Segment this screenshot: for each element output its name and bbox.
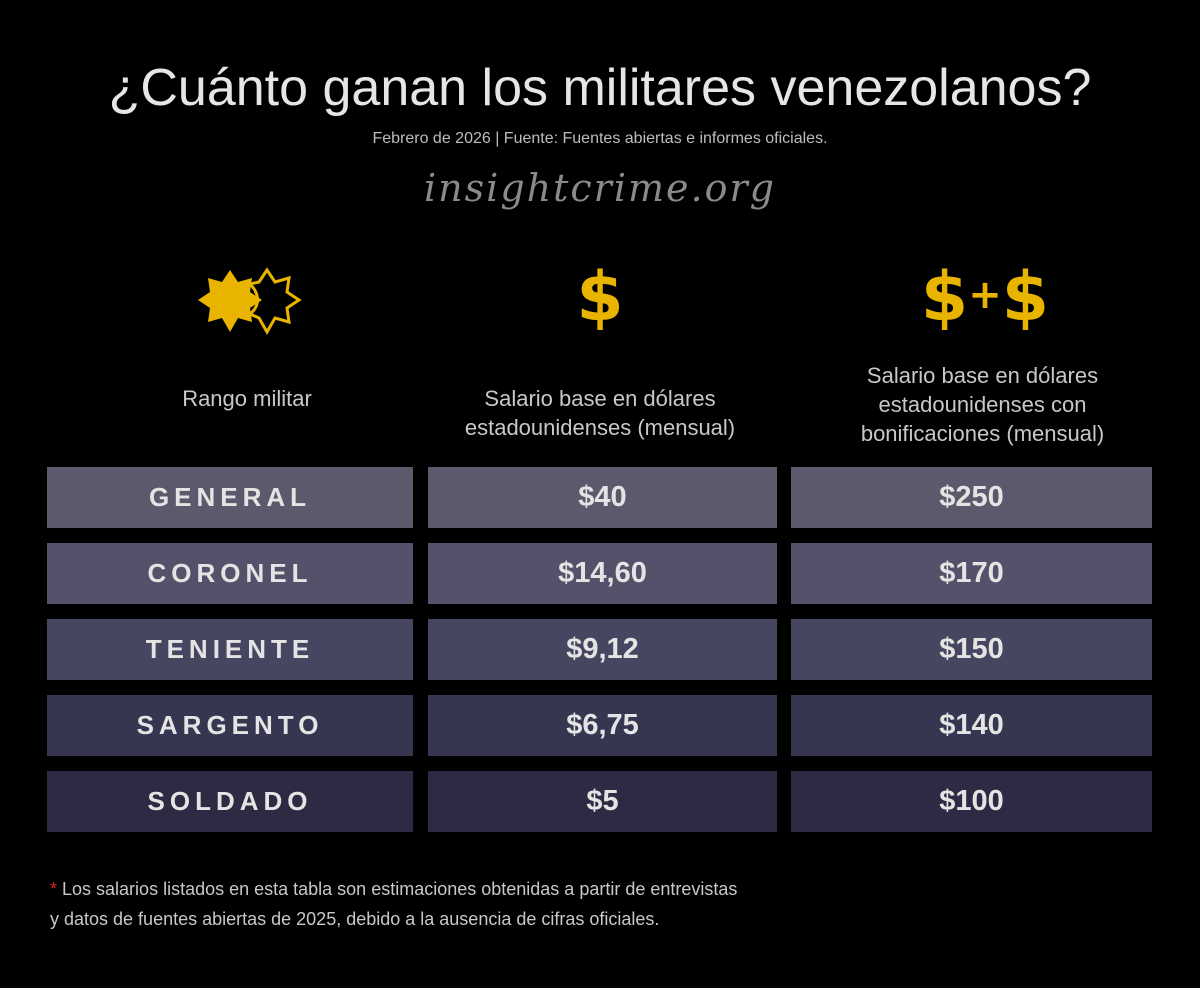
column-header-base-salary: Salario base en dólares estadounidenses …	[464, 386, 736, 440]
subtitle: Febrero de 2026 | Fuente: Fuentes abiert…	[372, 130, 828, 147]
table-cell-base: $6,75	[428, 695, 777, 756]
table-cell-rank: SOLDADO	[47, 771, 413, 832]
table-cell-bonus: $140	[791, 695, 1152, 756]
footnote: * Los salarios listados en esta tabla so…	[50, 879, 738, 929]
table-cell-base: $5	[428, 771, 777, 832]
table-cell-rank: GENERAL	[47, 467, 413, 528]
table-cell-bonus: $170	[791, 543, 1152, 604]
table-cell-rank: SARGENTO	[47, 695, 413, 756]
table-cell-base: $9,12	[428, 619, 777, 680]
table-cell-bonus: $100	[791, 771, 1152, 832]
dollar-plus-dollar-icon: $+$	[920, 258, 1050, 337]
table-cell-rank: TENIENTE	[47, 619, 413, 680]
table-cell-base: $40	[428, 467, 777, 528]
table-cell-bonus: $150	[791, 619, 1152, 680]
column-header-salary-with-bonus: Salario base en dólares estadounidenses …	[860, 363, 1105, 446]
table-cell-base: $14,60	[428, 543, 777, 604]
dollar-icon: $	[576, 258, 624, 337]
military-rank-icon	[198, 267, 302, 336]
logo: insightcrime.org	[424, 166, 776, 210]
table-cell-rank: CORONEL	[47, 543, 413, 604]
page-title: ¿Cuánto ganan los militares venezolanos?	[108, 59, 1092, 117]
table-cell-bonus: $250	[791, 467, 1152, 528]
column-header-rank: Rango militar	[182, 386, 312, 411]
